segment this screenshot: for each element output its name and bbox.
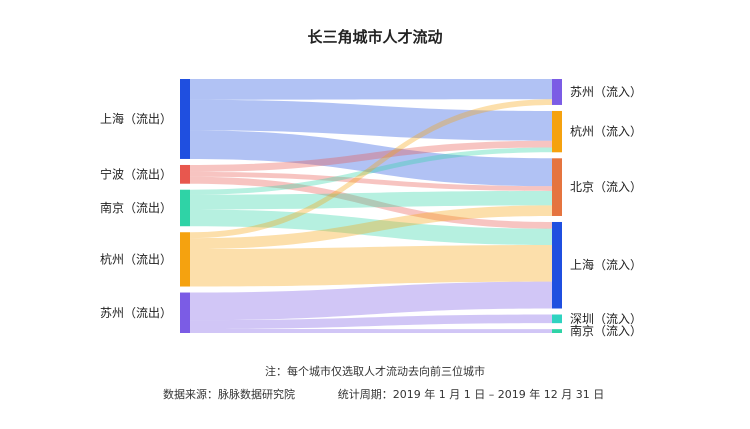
label-dst_shanghai: 上海（流入） (570, 257, 642, 272)
node-dst_shanghai (552, 221, 562, 309)
flow-src_nanjing-dst_hangzhou (190, 147, 552, 195)
label-src_shanghai: 上海（流出） (100, 111, 172, 126)
data-source: 数据来源：脉脉数据研究院 (163, 387, 295, 401)
node-dst_nanjing (552, 329, 562, 333)
footnote: 注：每个城市仅选取人才流动去向前三位城市 (265, 364, 485, 378)
flow-src_hangzhou-dst_shanghai (190, 245, 552, 287)
label-src_nanjing: 南京（流出） (100, 200, 172, 215)
label-dst_suzhou: 苏州（流入） (570, 85, 642, 99)
label-dst_beijing: 北京（流入） (570, 180, 642, 194)
flow-nodes (180, 79, 562, 333)
flow-src_shanghai-dst_beijing (190, 130, 552, 187)
label-src_suzhou: 苏州（流出） (100, 306, 172, 320)
node-dst_hangzhou (552, 110, 562, 153)
flow-src_suzhou-dst_shenzhen (190, 314, 552, 330)
label-src_ningbo: 宁波（流出） (100, 166, 172, 181)
node-src_ningbo (180, 164, 190, 184)
flow-src_hangzhou-dst_suzhou (190, 99, 552, 239)
flow-src_shanghai-dst_suzhou (190, 79, 552, 100)
flow-src_shanghai-dst_hangzhou (190, 99, 552, 141)
label-dst_hangzhou: 杭州（流入） (570, 124, 642, 139)
node-dst_suzhou (552, 79, 562, 105)
flow-src_ningbo-dst_hangzhou (190, 140, 552, 172)
chart-title: 长三角城市人才流动 (307, 28, 442, 46)
node-src_hangzhou (180, 232, 190, 287)
flow-links (190, 79, 552, 333)
flow-src_nanjing-dst_shanghai (190, 209, 552, 246)
node-src_shanghai (180, 79, 190, 159)
flow-src_nanjing-dst_beijing (190, 190, 552, 210)
node-src_nanjing (180, 189, 190, 227)
node-dst_beijing (552, 158, 562, 216)
flow-src_suzhou-dst_shanghai (190, 281, 552, 321)
label-src_hangzhou: 杭州（流出） (100, 251, 172, 266)
node-src_suzhou (180, 292, 190, 333)
label-dst_shenzhen: 深圳（流入） (570, 312, 642, 326)
flow-src_ningbo-dst_shanghai (190, 176, 552, 229)
stat-period: 统计周期：2019 年 1 月 1 日 – 2019 年 12 月 31 日 (338, 387, 604, 401)
flow-src_ningbo-dst_beijing (190, 171, 552, 191)
flow-src_suzhou-dst_nanjing (190, 329, 552, 333)
node-labels: 上海（流出） 宁波（流出） 南京（流出） 杭州（流出） 苏州（流出） 苏州（流入） 杭州（流… (100, 85, 642, 338)
label-dst_nanjing: 南京（流入） (570, 323, 642, 338)
node-dst_shenzhen (552, 314, 562, 324)
flow-src_hangzhou-dst_beijing (190, 205, 552, 250)
